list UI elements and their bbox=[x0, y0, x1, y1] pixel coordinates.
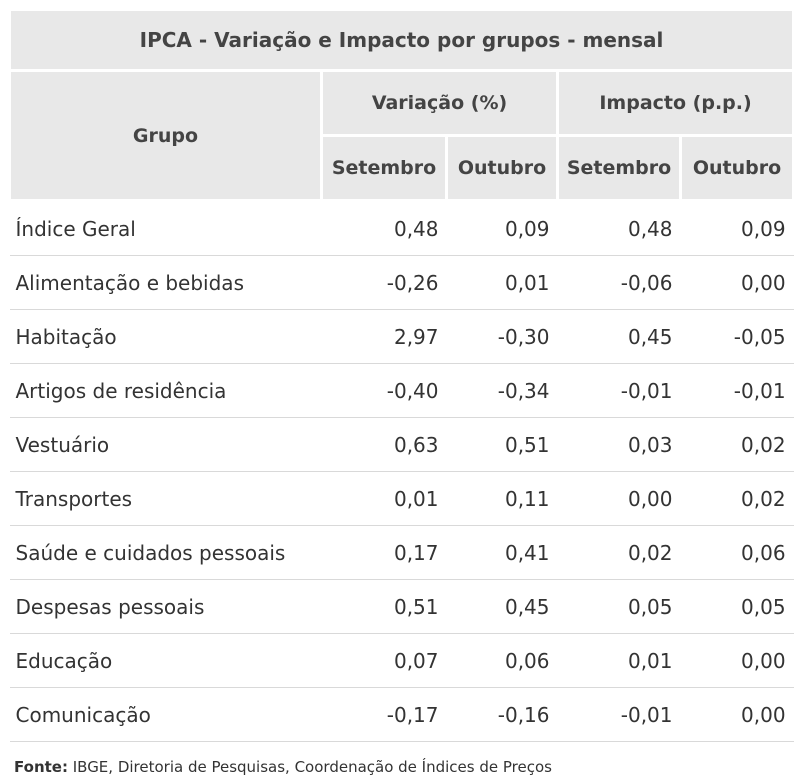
impacto-setembro-header: Setembro bbox=[556, 134, 682, 202]
variacao-setembro-cell: -0,40 bbox=[321, 363, 447, 418]
variacao-setembro-cell: 0,48 bbox=[321, 200, 447, 256]
table-row: Índice Geral 0,48 0,09 0,48 0,09 bbox=[9, 200, 794, 256]
grupo-cell: Vestuário bbox=[9, 417, 322, 472]
table-row: Educação 0,07 0,06 0,01 0,00 bbox=[9, 633, 794, 688]
variacao-setembro-cell: 0,63 bbox=[321, 417, 447, 472]
variacao-setembro-cell: -0,26 bbox=[321, 255, 447, 310]
variacao-setembro-cell: 0,17 bbox=[321, 525, 447, 580]
variacao-outubro-cell: 0,45 bbox=[446, 579, 558, 634]
source-text: IBGE, Diretoria de Pesquisas, Coordenaçã… bbox=[67, 758, 552, 776]
ipca-table: IPCA - Variação e Impacto por grupos - m… bbox=[7, 8, 796, 742]
grupo-cell: Índice Geral bbox=[9, 200, 322, 256]
impacto-setembro-cell: 0,48 bbox=[557, 200, 681, 256]
variacao-header: Variação (%) bbox=[320, 69, 559, 137]
grupo-cell: Comunicação bbox=[9, 687, 322, 742]
impacto-outubro-cell: -0,05 bbox=[680, 309, 794, 364]
impacto-setembro-cell: 0,03 bbox=[557, 417, 681, 472]
impacto-outubro-cell: 0,05 bbox=[680, 579, 794, 634]
variacao-outubro-cell: 0,41 bbox=[446, 525, 558, 580]
variacao-outubro-cell: 0,01 bbox=[446, 255, 558, 310]
table-title: IPCA - Variação e Impacto por grupos - m… bbox=[7, 8, 796, 72]
variacao-setembro-cell: 0,51 bbox=[321, 579, 447, 634]
impacto-setembro-cell: 0,45 bbox=[557, 309, 681, 364]
impacto-setembro-cell: -0,06 bbox=[557, 255, 681, 310]
variacao-setembro-cell: 0,01 bbox=[321, 471, 447, 526]
table-row: Alimentação e bebidas -0,26 0,01 -0,06 0… bbox=[9, 255, 794, 310]
grupo-cell: Habitação bbox=[9, 309, 322, 364]
variacao-outubro-cell: 0,51 bbox=[446, 417, 558, 472]
grupo-cell: Saúde e cuidados pessoais bbox=[9, 525, 322, 580]
grupo-cell: Artigos de residência bbox=[9, 363, 322, 418]
table-row: Comunicação -0,17 -0,16 -0,01 0,00 bbox=[9, 687, 794, 742]
variacao-outubro-cell: -0,34 bbox=[446, 363, 558, 418]
variacao-outubro-cell: -0,16 bbox=[446, 687, 558, 742]
table-row: Habitação 2,97 -0,30 0,45 -0,05 bbox=[9, 309, 794, 364]
impacto-outubro-cell: 0,09 bbox=[680, 200, 794, 256]
variacao-outubro-cell: -0,30 bbox=[446, 309, 558, 364]
variacao-outubro-cell: 0,11 bbox=[446, 471, 558, 526]
variacao-setembro-cell: 2,97 bbox=[321, 309, 447, 364]
source-label: Fonte: bbox=[14, 758, 68, 776]
source-note: Fonte: IBGE, Diretoria de Pesquisas, Coo… bbox=[8, 758, 792, 776]
impacto-outubro-cell: 0,00 bbox=[680, 255, 794, 310]
table-row: Despesas pessoais 0,51 0,45 0,05 0,05 bbox=[9, 579, 794, 634]
grupo-header: Grupo bbox=[8, 69, 323, 202]
table-row: Transportes 0,01 0,11 0,00 0,02 bbox=[9, 471, 794, 526]
grupo-cell: Despesas pessoais bbox=[9, 579, 322, 634]
table-row: Vestuário 0,63 0,51 0,03 0,02 bbox=[9, 417, 794, 472]
impacto-setembro-cell: 0,05 bbox=[557, 579, 681, 634]
impacto-header: Impacto (p.p.) bbox=[555, 69, 796, 137]
variacao-setembro-header: Setembro bbox=[320, 134, 448, 202]
variacao-setembro-cell: 0,07 bbox=[321, 633, 447, 688]
impacto-setembro-cell: -0,01 bbox=[557, 363, 681, 418]
table-row: Artigos de residência -0,40 -0,34 -0,01 … bbox=[9, 363, 794, 418]
impacto-setembro-cell: 0,00 bbox=[557, 471, 681, 526]
impacto-setembro-cell: 0,01 bbox=[557, 633, 681, 688]
variacao-outubro-header: Outubro bbox=[445, 134, 559, 202]
grupo-cell: Educação bbox=[9, 633, 322, 688]
variacao-outubro-cell: 0,06 bbox=[446, 633, 558, 688]
ipca-table-container: IPCA - Variação e Impacto por grupos - m… bbox=[7, 8, 796, 776]
grupo-cell: Transportes bbox=[9, 471, 322, 526]
impacto-outubro-cell: 0,00 bbox=[680, 687, 794, 742]
grupo-cell: Alimentação e bebidas bbox=[9, 255, 322, 310]
impacto-outubro-cell: 0,02 bbox=[680, 417, 794, 472]
impacto-outubro-cell: 0,02 bbox=[680, 471, 794, 526]
variacao-outubro-cell: 0,09 bbox=[446, 200, 558, 256]
impacto-outubro-cell: -0,01 bbox=[680, 363, 794, 418]
impacto-outubro-cell: 0,06 bbox=[680, 525, 794, 580]
table-body: Índice Geral 0,48 0,09 0,48 0,09 Aliment… bbox=[9, 200, 794, 742]
variacao-setembro-cell: -0,17 bbox=[321, 687, 447, 742]
impacto-setembro-cell: -0,01 bbox=[557, 687, 681, 742]
impacto-outubro-cell: 0,00 bbox=[680, 633, 794, 688]
table-row: Saúde e cuidados pessoais 0,17 0,41 0,02… bbox=[9, 525, 794, 580]
impacto-setembro-cell: 0,02 bbox=[557, 525, 681, 580]
impacto-outubro-header: Outubro bbox=[678, 134, 796, 202]
